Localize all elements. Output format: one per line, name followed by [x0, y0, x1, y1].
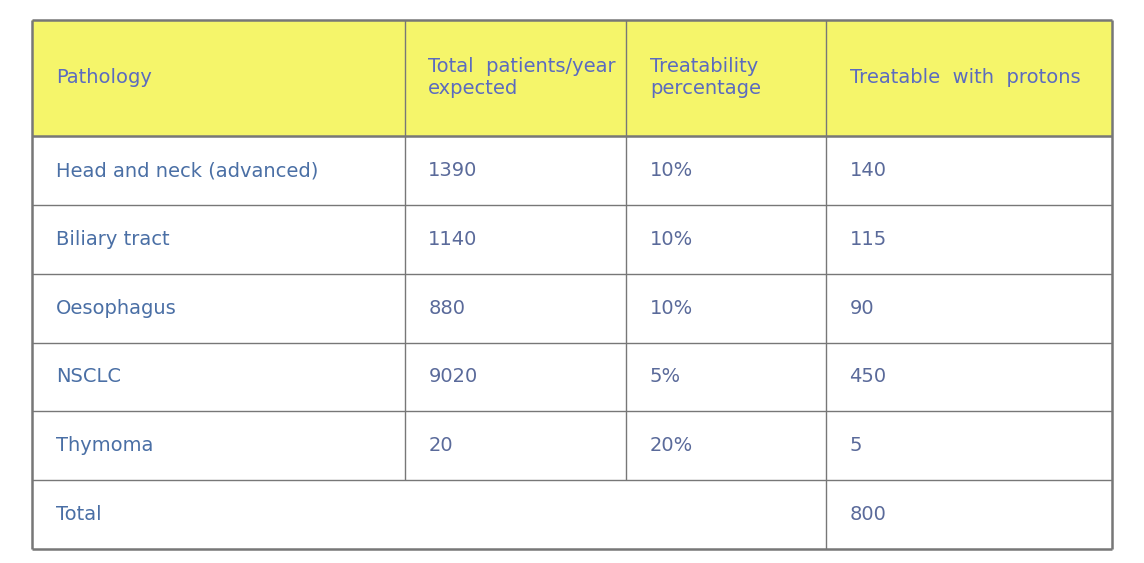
Text: 20: 20	[428, 436, 453, 455]
Bar	[826, 342, 1112, 412]
Bar	[32, 480, 405, 549]
Bar	[826, 274, 1112, 342]
Bar	[626, 205, 826, 274]
Text: 5: 5	[850, 436, 863, 455]
Text: 450: 450	[850, 368, 887, 386]
Bar	[405, 205, 626, 274]
Bar	[626, 274, 826, 342]
Bar	[32, 342, 405, 412]
Text: 115: 115	[850, 230, 887, 249]
Text: 880: 880	[428, 298, 466, 318]
Bar	[405, 20, 626, 136]
Text: NSCLC: NSCLC	[56, 368, 121, 386]
Text: 800: 800	[850, 505, 887, 524]
Bar	[32, 205, 405, 274]
Text: 10%: 10%	[650, 230, 693, 249]
Bar	[826, 136, 1112, 205]
Bar	[626, 136, 826, 205]
Bar	[826, 480, 1112, 549]
Bar	[32, 20, 405, 136]
Text: 20%: 20%	[650, 436, 693, 455]
Text: 1390: 1390	[428, 161, 478, 180]
Bar	[405, 480, 626, 549]
Text: Pathology: Pathology	[56, 69, 152, 87]
Bar	[32, 412, 405, 480]
Bar	[626, 342, 826, 412]
Bar	[405, 274, 626, 342]
Text: Thymoma: Thymoma	[56, 436, 153, 455]
Bar	[826, 412, 1112, 480]
Bar	[626, 412, 826, 480]
Text: Total  patients/year
expected: Total patients/year expected	[428, 57, 615, 99]
Text: Treatable  with  protons: Treatable with protons	[850, 69, 1080, 87]
Text: Total: Total	[56, 505, 102, 524]
Bar	[405, 342, 626, 412]
Bar	[32, 136, 405, 205]
Text: 9020: 9020	[428, 368, 477, 386]
Bar	[32, 274, 405, 342]
Bar	[826, 20, 1112, 136]
Bar	[405, 412, 626, 480]
Bar	[405, 136, 626, 205]
Bar	[626, 20, 826, 136]
Text: Oesophagus: Oesophagus	[56, 298, 176, 318]
Text: 90: 90	[850, 298, 874, 318]
Text: 140: 140	[850, 161, 887, 180]
Text: 10%: 10%	[650, 161, 693, 180]
Text: 10%: 10%	[650, 298, 693, 318]
Text: Treatability
percentage: Treatability percentage	[650, 57, 761, 99]
Text: 5%: 5%	[650, 368, 681, 386]
Text: 1140: 1140	[428, 230, 478, 249]
Text: Head and neck (advanced): Head and neck (advanced)	[56, 161, 318, 180]
Bar	[626, 480, 826, 549]
Text: Biliary tract: Biliary tract	[56, 230, 169, 249]
Bar	[826, 205, 1112, 274]
